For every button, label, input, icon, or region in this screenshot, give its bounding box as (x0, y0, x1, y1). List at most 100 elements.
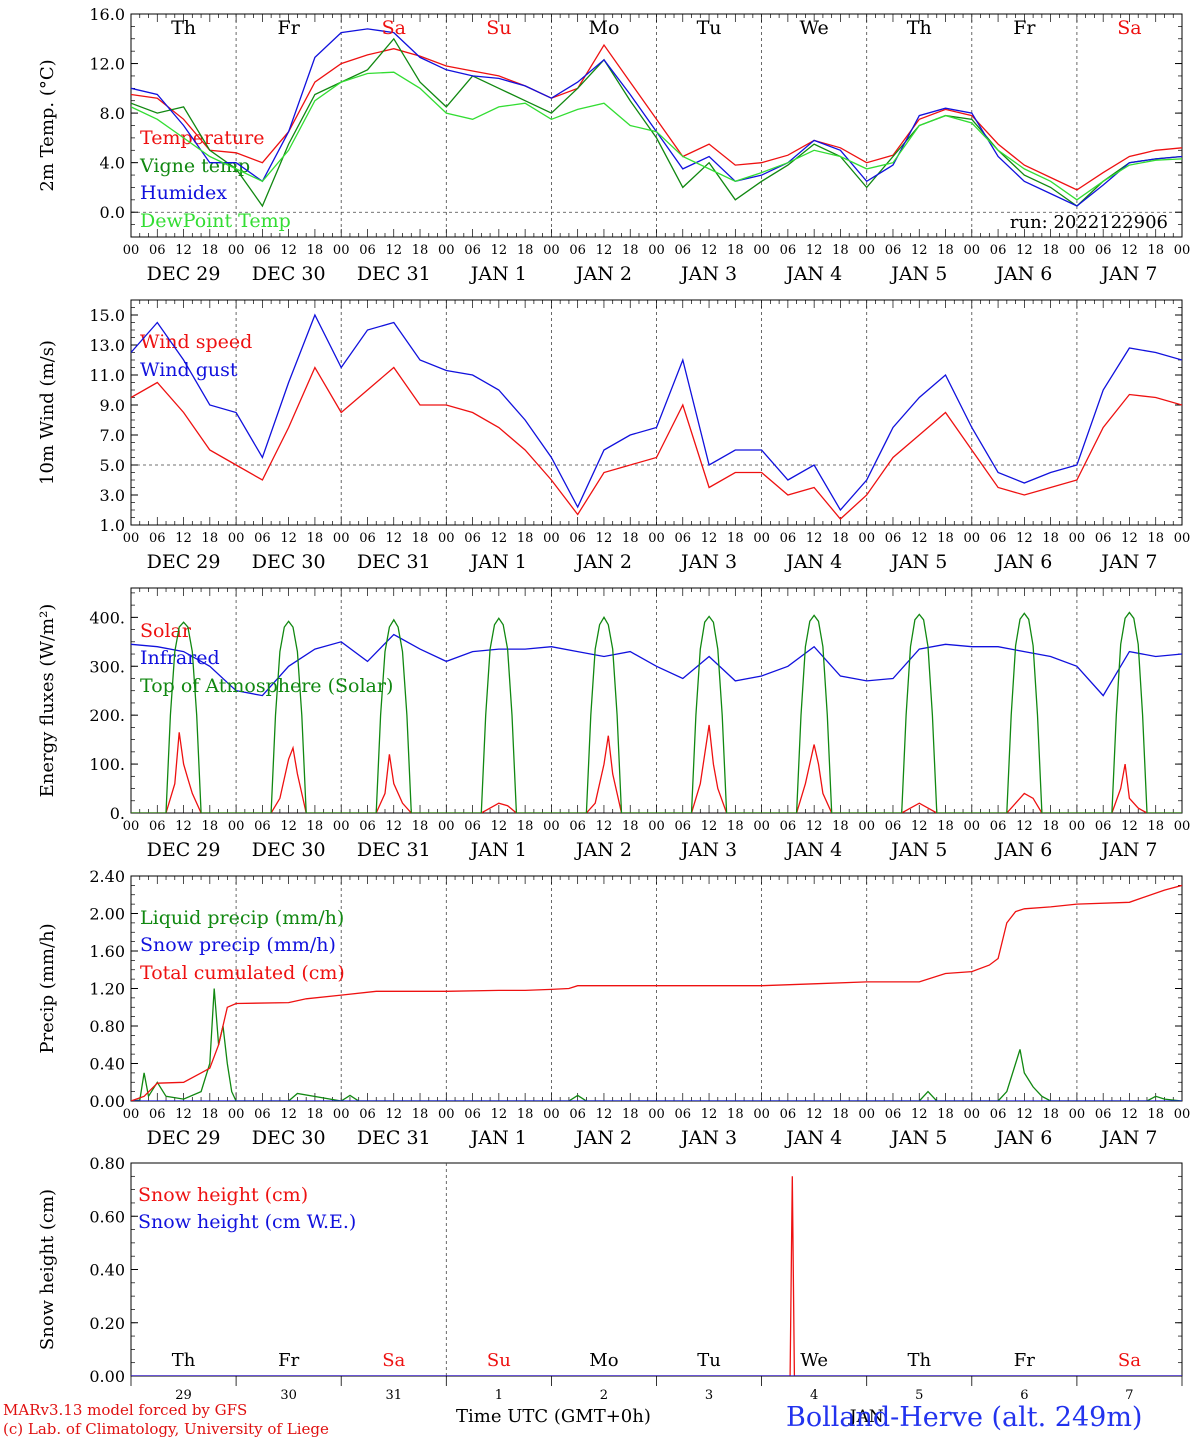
date-label: JAN 4 (784, 1127, 842, 1149)
hour-label: 00 (333, 819, 350, 834)
hour-label: 18 (202, 243, 219, 258)
hour-label: 18 (937, 1107, 954, 1122)
hour-label: 00 (753, 243, 770, 258)
y-tick-label: 0.40 (89, 1055, 125, 1074)
date-label: JAN 4 (784, 551, 842, 573)
y-tick-label: 3.0 (100, 486, 125, 505)
run-label: run: 2022122906 (1010, 212, 1168, 233)
y-axis-label: Energy fluxes (W/m²) (37, 604, 58, 798)
hour-label: 18 (202, 1107, 219, 1122)
hour-label: 18 (517, 819, 534, 834)
hour-label: 12 (806, 243, 823, 258)
hour-label: 18 (202, 531, 219, 546)
hour-label: 12 (385, 819, 402, 834)
hour-label: 00 (1069, 1107, 1086, 1122)
hour-label: 06 (149, 531, 166, 546)
date-label: DEC 31 (357, 839, 431, 861)
hour-label: 06 (885, 243, 902, 258)
day-number-label: 30 (280, 1388, 297, 1403)
legend-entry: Snow height (cm W.E.) (138, 1211, 356, 1233)
hour-label: 18 (622, 819, 639, 834)
weekday-label: Th (907, 17, 932, 39)
hour-label: 06 (675, 243, 692, 258)
hour-label: 06 (359, 531, 376, 546)
hour-label: 00 (228, 819, 245, 834)
hour-label: 12 (491, 1107, 508, 1122)
hour-label: 12 (491, 819, 508, 834)
weekday-label: Fr (1013, 17, 1036, 39)
hour-label: 18 (832, 819, 849, 834)
legend-entry: Snow height (cm) (138, 1184, 308, 1206)
series-line-temperature (131, 43, 1182, 191)
date-label: JAN 3 (679, 551, 737, 573)
weekday-label: Th (907, 1350, 931, 1371)
series-line-vigne-temp (131, 37, 1182, 208)
hour-label: 18 (202, 819, 219, 834)
hour-label: 06 (885, 819, 902, 834)
hour-label: 00 (543, 531, 560, 546)
weekday-label: We (800, 1350, 828, 1371)
y-tick-label: 15.0 (89, 306, 125, 325)
hour-label: 00 (648, 243, 665, 258)
hour-label: 00 (1069, 531, 1086, 546)
hour-label: 12 (596, 531, 613, 546)
hour-label: 12 (1121, 531, 1138, 546)
hour-label: 00 (438, 531, 455, 546)
hour-label: 12 (491, 531, 508, 546)
hour-label: 06 (254, 1107, 271, 1122)
date-label: JAN 6 (994, 839, 1052, 861)
date-label: JAN 2 (574, 1127, 632, 1149)
panel-5: 0.00 0.20 0.40 0.60 0.80 Snow height (cm) Snow… (37, 1154, 1183, 1427)
hour-label: 18 (832, 1107, 849, 1122)
hour-label: 12 (280, 819, 297, 834)
weekday-label: Su (486, 17, 511, 39)
weekday-label: Fr (1014, 1350, 1035, 1371)
series-line-infrared (131, 633, 1182, 697)
hour-label: 12 (1121, 819, 1138, 834)
hour-label: 18 (307, 1107, 324, 1122)
hour-label: 06 (990, 819, 1007, 834)
date-label: DEC 30 (252, 551, 326, 573)
hour-label: 18 (412, 531, 429, 546)
y-tick-label: 8.0 (100, 104, 125, 123)
hour-label: 00 (543, 243, 560, 258)
hour-label: 00 (228, 1107, 245, 1122)
hour-label: 00 (964, 1107, 981, 1122)
hour-label: 18 (727, 819, 744, 834)
model-credit: MARv3.13 model forced by GFS (3, 1401, 248, 1419)
hour-label: 12 (1016, 531, 1033, 546)
hour-label: 00 (123, 1107, 140, 1122)
y-tick-label: 200. (89, 706, 125, 725)
y-tick-label: 100. (89, 755, 125, 774)
date-label: JAN 6 (994, 263, 1052, 285)
hour-label: 06 (254, 243, 271, 258)
hour-label: 00 (648, 1107, 665, 1122)
date-label: DEC 31 (357, 1127, 431, 1149)
weekday-label: Sa (382, 1350, 405, 1371)
hour-label: 12 (596, 243, 613, 258)
hour-label: 06 (1095, 819, 1112, 834)
hour-label: 06 (885, 1107, 902, 1122)
hour-label: 06 (1095, 1107, 1112, 1122)
hour-label: 12 (280, 531, 297, 546)
weekday-label: Fr (278, 17, 301, 39)
y-tick-label: 300. (89, 657, 125, 676)
hour-label: 18 (1147, 819, 1164, 834)
day-number-label: 29 (175, 1388, 192, 1403)
hour-label: 06 (464, 819, 481, 834)
hour-label: 12 (491, 243, 508, 258)
legend-entry: Wind speed (140, 331, 252, 353)
hour-label: 06 (254, 531, 271, 546)
hour-label: 12 (911, 531, 928, 546)
date-label: DEC 31 (357, 263, 431, 285)
date-label: JAN 6 (994, 551, 1052, 573)
weekday-label: Mo (588, 17, 619, 39)
weekday-label: Th (172, 1350, 196, 1371)
date-label: JAN 1 (469, 839, 527, 861)
y-tick-label: 0.80 (89, 1154, 125, 1173)
hour-label: 06 (990, 531, 1007, 546)
legend-entry: Wind gust (140, 359, 238, 381)
hour-label: 12 (806, 531, 823, 546)
date-label: JAN 7 (1099, 551, 1157, 573)
